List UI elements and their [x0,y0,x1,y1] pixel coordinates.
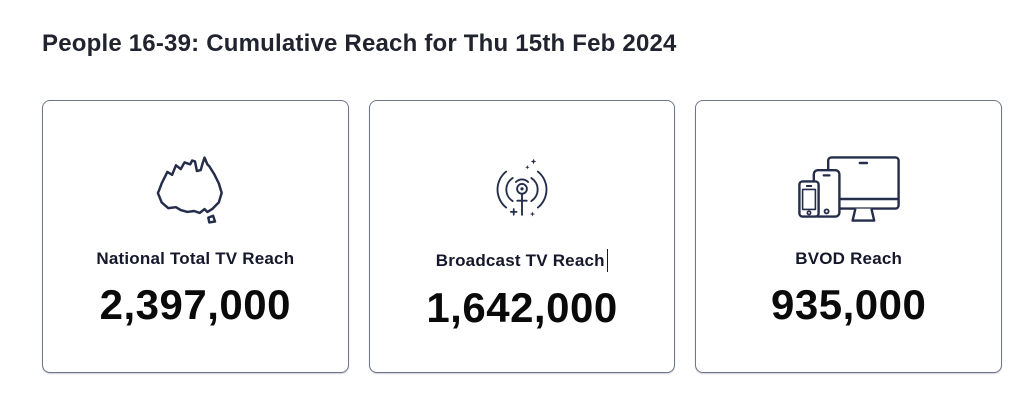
kpi-label: National Total TV Reach [96,249,295,268]
page-title: People 16-39: Cumulative Reach for Thu 1… [42,30,677,57]
kpi-value: 2,397,000 [99,281,292,328]
kpi-card-broadcast-tv-reach: Broadcast TV Reach 1,642,000 [368,100,676,373]
devices-icon [796,147,902,235]
kpi-label: BVOD Reach [795,249,903,268]
kpi-cards-row: National Total TV Reach 2,397,000 [42,100,1003,373]
kpi-value: 1,642,000 [426,284,618,331]
kpi-card-national-total-tv-reach: National Total TV Reach 2,397,000 [42,100,349,373]
kpi-card-bvod-reach: BVOD Reach 935,000 [695,100,1003,373]
kpi-value: 935,000 [771,281,927,328]
australia-map-icon [149,147,241,235]
kpi-label: Broadcast TV Reach [435,250,605,270]
broadcast-antenna-icon [486,147,558,235]
kpi-label-row: Broadcast TV Reach [435,249,609,272]
text-cursor [606,249,609,272]
